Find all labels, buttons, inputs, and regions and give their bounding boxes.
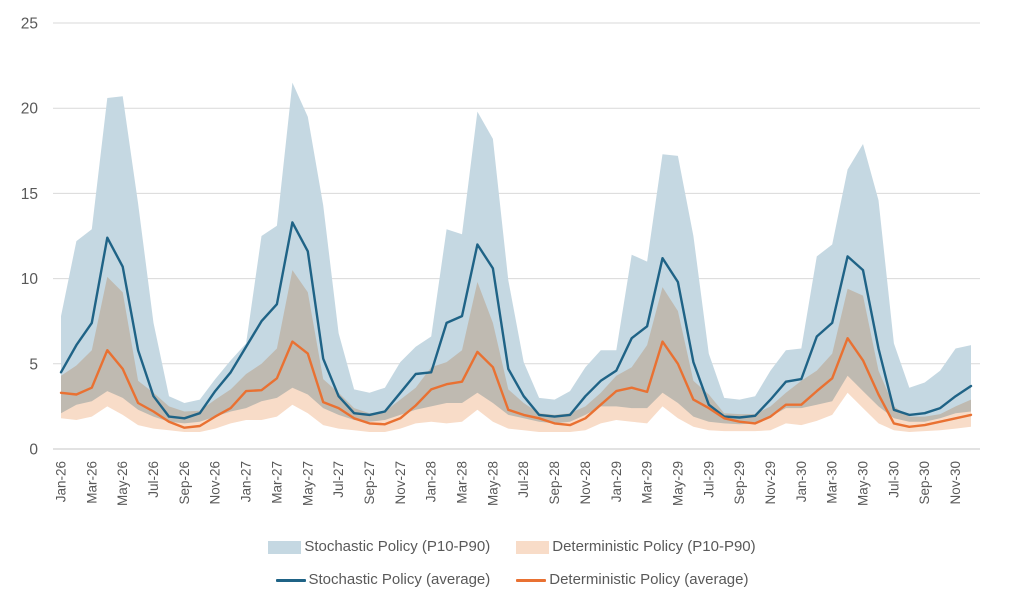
legend-label-stochastic-band: Stochastic Policy (P10-P90) [304, 538, 491, 555]
legend-row-bands: Stochastic Policy (P10-P90) Deterministi… [268, 538, 756, 556]
svg-text:Jul-29: Jul-29 [701, 461, 716, 498]
svg-text:May-27: May-27 [300, 461, 315, 506]
x-axis-tick-label: Mar-26 [84, 461, 99, 504]
x-axis-tick-label: Nov-29 [763, 461, 778, 505]
x-axis-tick-label: May-26 [115, 461, 130, 506]
legend-item-deterministic-band: Deterministic Policy (P10-P90) [516, 538, 756, 556]
legend-label-stochastic-average: Stochastic Policy (average) [308, 571, 491, 588]
x-axis-tick-label: Jan-27 [239, 461, 254, 502]
legend-row-lines: Stochastic Policy (average) Deterministi… [275, 571, 748, 589]
y-axis-tick-label: 20 [21, 101, 39, 118]
stochastic-average-line [59, 221, 973, 420]
svg-text:Jan-28: Jan-28 [424, 461, 439, 502]
svg-text:Nov-29: Nov-29 [763, 461, 778, 505]
x-axis-tick-label: Mar-27 [269, 461, 284, 504]
svg-text:Sep-28: Sep-28 [547, 461, 562, 505]
svg-text:May-28: May-28 [485, 461, 500, 506]
svg-text:Mar-28: Mar-28 [455, 461, 470, 504]
x-axis-tick-label: Sep-30 [917, 461, 932, 505]
x-axis-tick-label: May-28 [485, 461, 500, 506]
x-axis-tick-label: Jan-30 [794, 461, 809, 502]
legend-item-stochastic-average: Stochastic Policy (average) [275, 571, 491, 589]
svg-text:Sep-27: Sep-27 [362, 461, 377, 505]
x-axis-tick-label: Mar-29 [640, 461, 655, 504]
x-axis-tick-label: Mar-30 [825, 461, 840, 504]
legend-item-stochastic-band: Stochastic Policy (P10-P90) [268, 538, 490, 556]
legend-label-deterministic-band: Deterministic Policy (P10-P90) [552, 538, 756, 555]
svg-text:May-29: May-29 [670, 461, 685, 506]
y-axis-tick-label: 15 [21, 186, 38, 203]
svg-text:Jan-29: Jan-29 [609, 461, 624, 502]
x-axis-tick-label: Nov-30 [948, 461, 963, 505]
svg-text:Sep-26: Sep-26 [177, 461, 192, 505]
x-axis-tick-label: Nov-26 [208, 461, 223, 505]
svg-text:Sep-30: Sep-30 [917, 461, 932, 505]
x-axis-tick-label: Sep-27 [362, 461, 377, 505]
svg-text:May-26: May-26 [115, 461, 130, 506]
deterministic-band-swatch [516, 540, 550, 554]
y-axis-tick-label: 25 [21, 16, 38, 33]
deterministic-average-line-swatch [516, 578, 547, 582]
x-axis-tick-label: May-27 [300, 461, 315, 506]
svg-text:Nov-28: Nov-28 [578, 461, 593, 505]
deterministic-p10-p90-band [61, 270, 971, 432]
svg-text:Jul-27: Jul-27 [331, 461, 346, 498]
deterministic-average-line [59, 337, 973, 429]
svg-text:Nov-30: Nov-30 [948, 461, 963, 505]
svg-text:Sep-29: Sep-29 [732, 461, 747, 505]
svg-text:Mar-29: Mar-29 [640, 461, 655, 504]
x-axis-tick-label: Jan-26 [54, 461, 69, 502]
stochastic-band-swatch [268, 540, 302, 554]
x-axis-tick-label: Nov-28 [578, 461, 593, 505]
legend-label-deterministic-average: Deterministic Policy (average) [549, 571, 749, 588]
x-axis-tick-label: Jul-30 [886, 461, 901, 498]
x-axis-tick-label: Sep-28 [547, 461, 562, 505]
svg-text:Mar-30: Mar-30 [825, 461, 840, 504]
x-axis-tick-label: Jul-28 [516, 461, 531, 498]
x-axis-tick-label: Sep-26 [177, 461, 192, 505]
x-axis-tick-label: Jan-28 [424, 461, 439, 502]
svg-text:Jan-26: Jan-26 [54, 461, 69, 502]
stochastic-average-line-swatch [275, 578, 306, 582]
x-axis-tick-label: Mar-28 [455, 461, 470, 504]
svg-text:Mar-27: Mar-27 [269, 461, 284, 504]
svg-text:Nov-27: Nov-27 [393, 461, 408, 505]
y-axis-tick-label: 0 [29, 442, 38, 459]
svg-text:Jan-30: Jan-30 [794, 461, 809, 502]
x-axis-tick-label: Nov-27 [393, 461, 408, 505]
bands-layer [61, 82, 971, 432]
svg-text:May-30: May-30 [856, 461, 871, 506]
x-axis-tick-label: Jan-29 [609, 461, 624, 502]
legend-item-deterministic-average: Deterministic Policy (average) [516, 571, 748, 589]
y-axis-tick-label: 10 [21, 271, 39, 288]
x-axis-tick-label: Sep-29 [732, 461, 747, 505]
x-axis-tick-label: May-29 [670, 461, 685, 506]
x-axis-tick-label: Jul-26 [146, 461, 161, 498]
svg-text:Jul-26: Jul-26 [146, 461, 161, 498]
svg-text:Jul-28: Jul-28 [516, 461, 531, 498]
y-axis-tick-label: 5 [29, 356, 38, 373]
svg-text:Nov-26: Nov-26 [208, 461, 223, 505]
svg-text:Mar-26: Mar-26 [84, 461, 99, 504]
svg-text:Jan-27: Jan-27 [239, 461, 254, 502]
x-axis-tick-label: Jul-27 [331, 461, 346, 498]
svg-text:Jul-30: Jul-30 [886, 461, 901, 498]
chart-legend: Stochastic Policy (P10-P90) Deterministi… [0, 538, 1024, 589]
x-axis-tick-label: Jul-29 [701, 461, 716, 498]
x-axis-tick-label: May-30 [856, 461, 871, 506]
